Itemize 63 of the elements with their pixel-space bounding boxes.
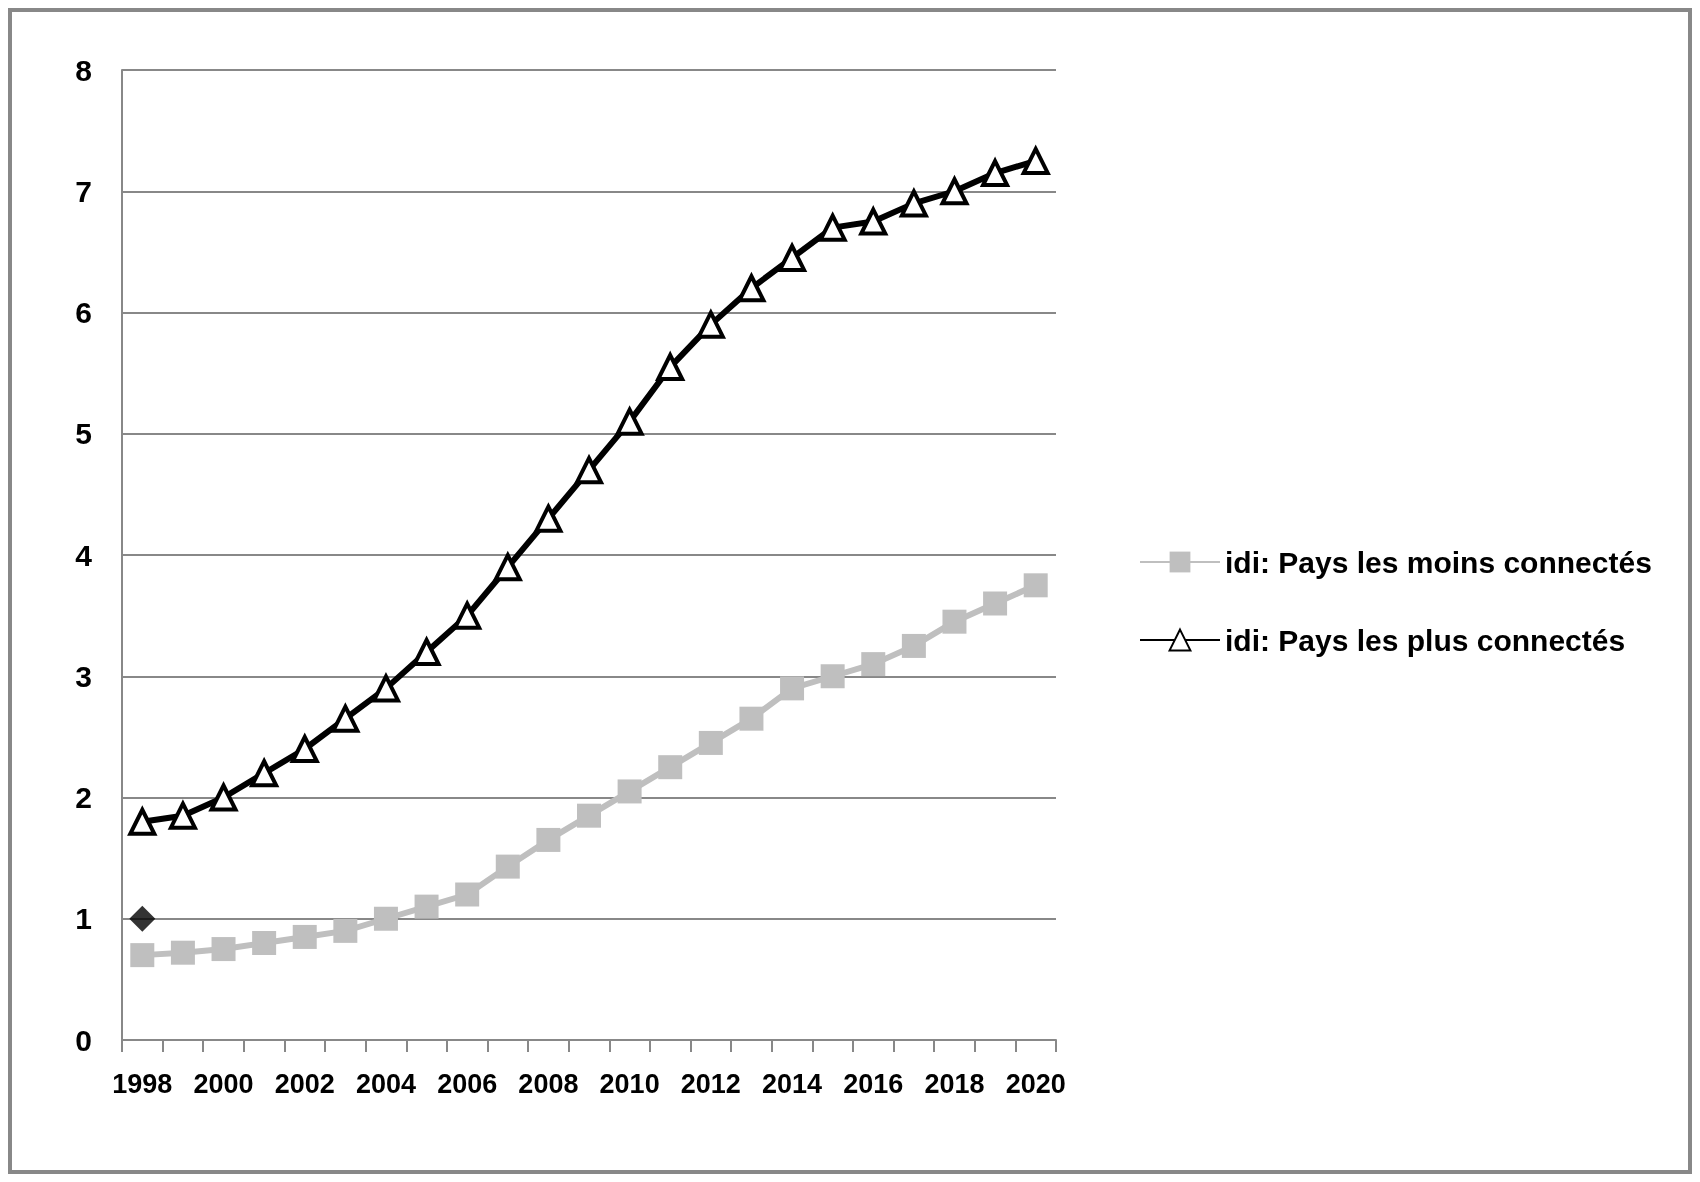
point xyxy=(1023,573,1048,598)
point xyxy=(167,799,198,830)
point xyxy=(331,702,361,733)
point xyxy=(942,609,967,634)
x-tick-label: 2010 xyxy=(599,1068,660,1099)
point xyxy=(577,803,601,828)
point xyxy=(495,854,520,879)
point xyxy=(858,205,889,236)
point xyxy=(252,931,277,955)
point xyxy=(455,882,480,907)
x-tick-label: 2006 xyxy=(437,1068,498,1099)
y-tick-label: 5 xyxy=(75,417,92,451)
y-tick-label: 1 xyxy=(75,902,92,936)
x-tick-label: 2020 xyxy=(1005,1068,1066,1099)
y-tick-label: 6 xyxy=(75,296,92,329)
point xyxy=(373,906,398,931)
point xyxy=(1020,144,1051,175)
point xyxy=(170,940,195,965)
point xyxy=(289,732,320,763)
point xyxy=(696,308,726,339)
point xyxy=(780,676,805,701)
point xyxy=(333,918,358,943)
point xyxy=(614,405,645,436)
point xyxy=(698,730,723,755)
point xyxy=(899,189,928,218)
point xyxy=(412,635,442,666)
point xyxy=(211,937,236,962)
point xyxy=(739,706,764,731)
point xyxy=(820,664,845,689)
y-tick-label: 2 xyxy=(75,781,92,814)
point xyxy=(533,502,564,533)
x-tick-label: 2018 xyxy=(924,1068,985,1099)
y-tick-label: 0 xyxy=(75,1023,92,1057)
x-tick-label: 2012 xyxy=(680,1068,741,1099)
point xyxy=(818,211,848,242)
point xyxy=(536,827,561,852)
x-tick-label: 2004 xyxy=(355,1068,416,1099)
point xyxy=(778,241,808,272)
point xyxy=(129,905,156,932)
point xyxy=(983,591,1008,616)
point xyxy=(901,633,926,658)
x-tick-label: 2000 xyxy=(193,1068,254,1099)
legend-label: idi: Pays les plus connectés xyxy=(1225,623,1626,657)
point xyxy=(127,805,158,836)
point xyxy=(130,943,155,968)
x-tick-label: 2014 xyxy=(762,1068,823,1099)
y-tick-label: 8 xyxy=(75,53,92,87)
point xyxy=(414,894,439,919)
x-tick-label: 1998 xyxy=(112,1068,173,1099)
y-tick-label: 4 xyxy=(75,538,93,572)
legend-label: idi: Pays les moins connectés xyxy=(1225,545,1652,579)
point xyxy=(861,652,886,677)
y-tick-label: 3 xyxy=(75,659,92,693)
point xyxy=(453,599,483,630)
point xyxy=(292,924,317,949)
point xyxy=(371,674,400,703)
point xyxy=(209,783,238,812)
x-tick-label: 2002 xyxy=(274,1068,335,1099)
y-tick-label: 7 xyxy=(75,174,92,208)
x-tick-label: 2016 xyxy=(843,1068,904,1099)
x-tick-label: 2008 xyxy=(518,1068,579,1099)
point xyxy=(658,755,683,780)
point xyxy=(617,779,642,804)
